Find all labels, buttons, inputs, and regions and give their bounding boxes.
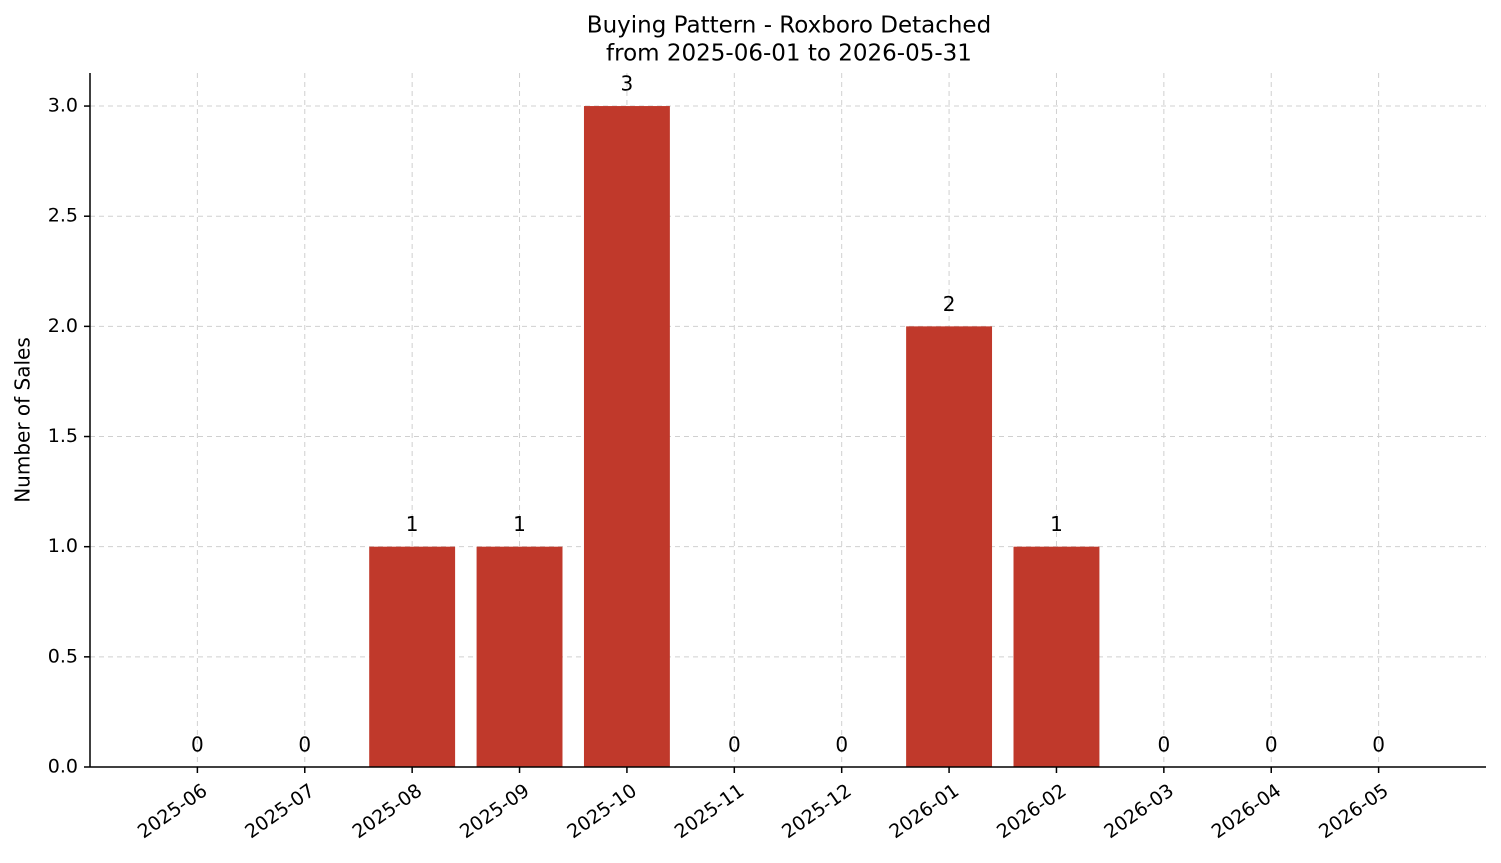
data-label: 0 <box>1265 733 1278 757</box>
data-label: 1 <box>1050 512 1063 536</box>
y-tick-label: 0.0 <box>48 756 78 778</box>
x-tick-label: 2026-04 <box>1208 780 1286 844</box>
chart-title: Buying Pattern - Roxboro Detached <box>587 13 991 39</box>
data-label: 0 <box>728 733 741 757</box>
x-tick-label: 2025-09 <box>456 780 534 844</box>
x-tick-label: 2025-06 <box>134 780 212 844</box>
x-tick-label: 2026-01 <box>885 780 963 844</box>
bar <box>906 326 993 767</box>
y-tick-label: 1.5 <box>48 425 78 447</box>
data-label: 1 <box>406 512 419 536</box>
x-tick-label: 2025-10 <box>563 780 641 844</box>
y-tick-label: 0.5 <box>48 645 78 667</box>
bar <box>369 546 456 767</box>
bar <box>476 546 563 767</box>
y-tick-label: 1.0 <box>48 535 78 557</box>
x-tick-label: 2025-08 <box>349 780 427 844</box>
data-label: 0 <box>298 733 311 757</box>
y-tick-label: 3.0 <box>48 95 78 117</box>
data-label: 0 <box>1372 733 1385 757</box>
x-tick-label: 2025-12 <box>778 780 856 844</box>
y-tick-label: 2.5 <box>48 205 78 227</box>
x-tick-label: 2026-02 <box>993 780 1071 844</box>
data-label: 3 <box>621 72 634 96</box>
y-axis-label: Number of Sales <box>11 337 35 503</box>
data-label: 2 <box>943 292 956 316</box>
y-tick-label: 2.0 <box>48 315 78 337</box>
data-label: 1 <box>513 512 526 536</box>
x-tick-label: 2025-07 <box>241 780 319 844</box>
x-tick-label: 2026-03 <box>1100 780 1178 844</box>
data-label: 0 <box>835 733 848 757</box>
x-tick-label: 2025-11 <box>671 780 749 844</box>
bar <box>583 106 670 768</box>
chart-subtitle: from 2025-06-01 to 2026-05-31 <box>606 41 972 67</box>
data-label: 0 <box>1157 733 1170 757</box>
data-label: 0 <box>191 733 204 757</box>
x-tick-label: 2026-05 <box>1315 780 1393 844</box>
bar <box>1013 546 1100 767</box>
